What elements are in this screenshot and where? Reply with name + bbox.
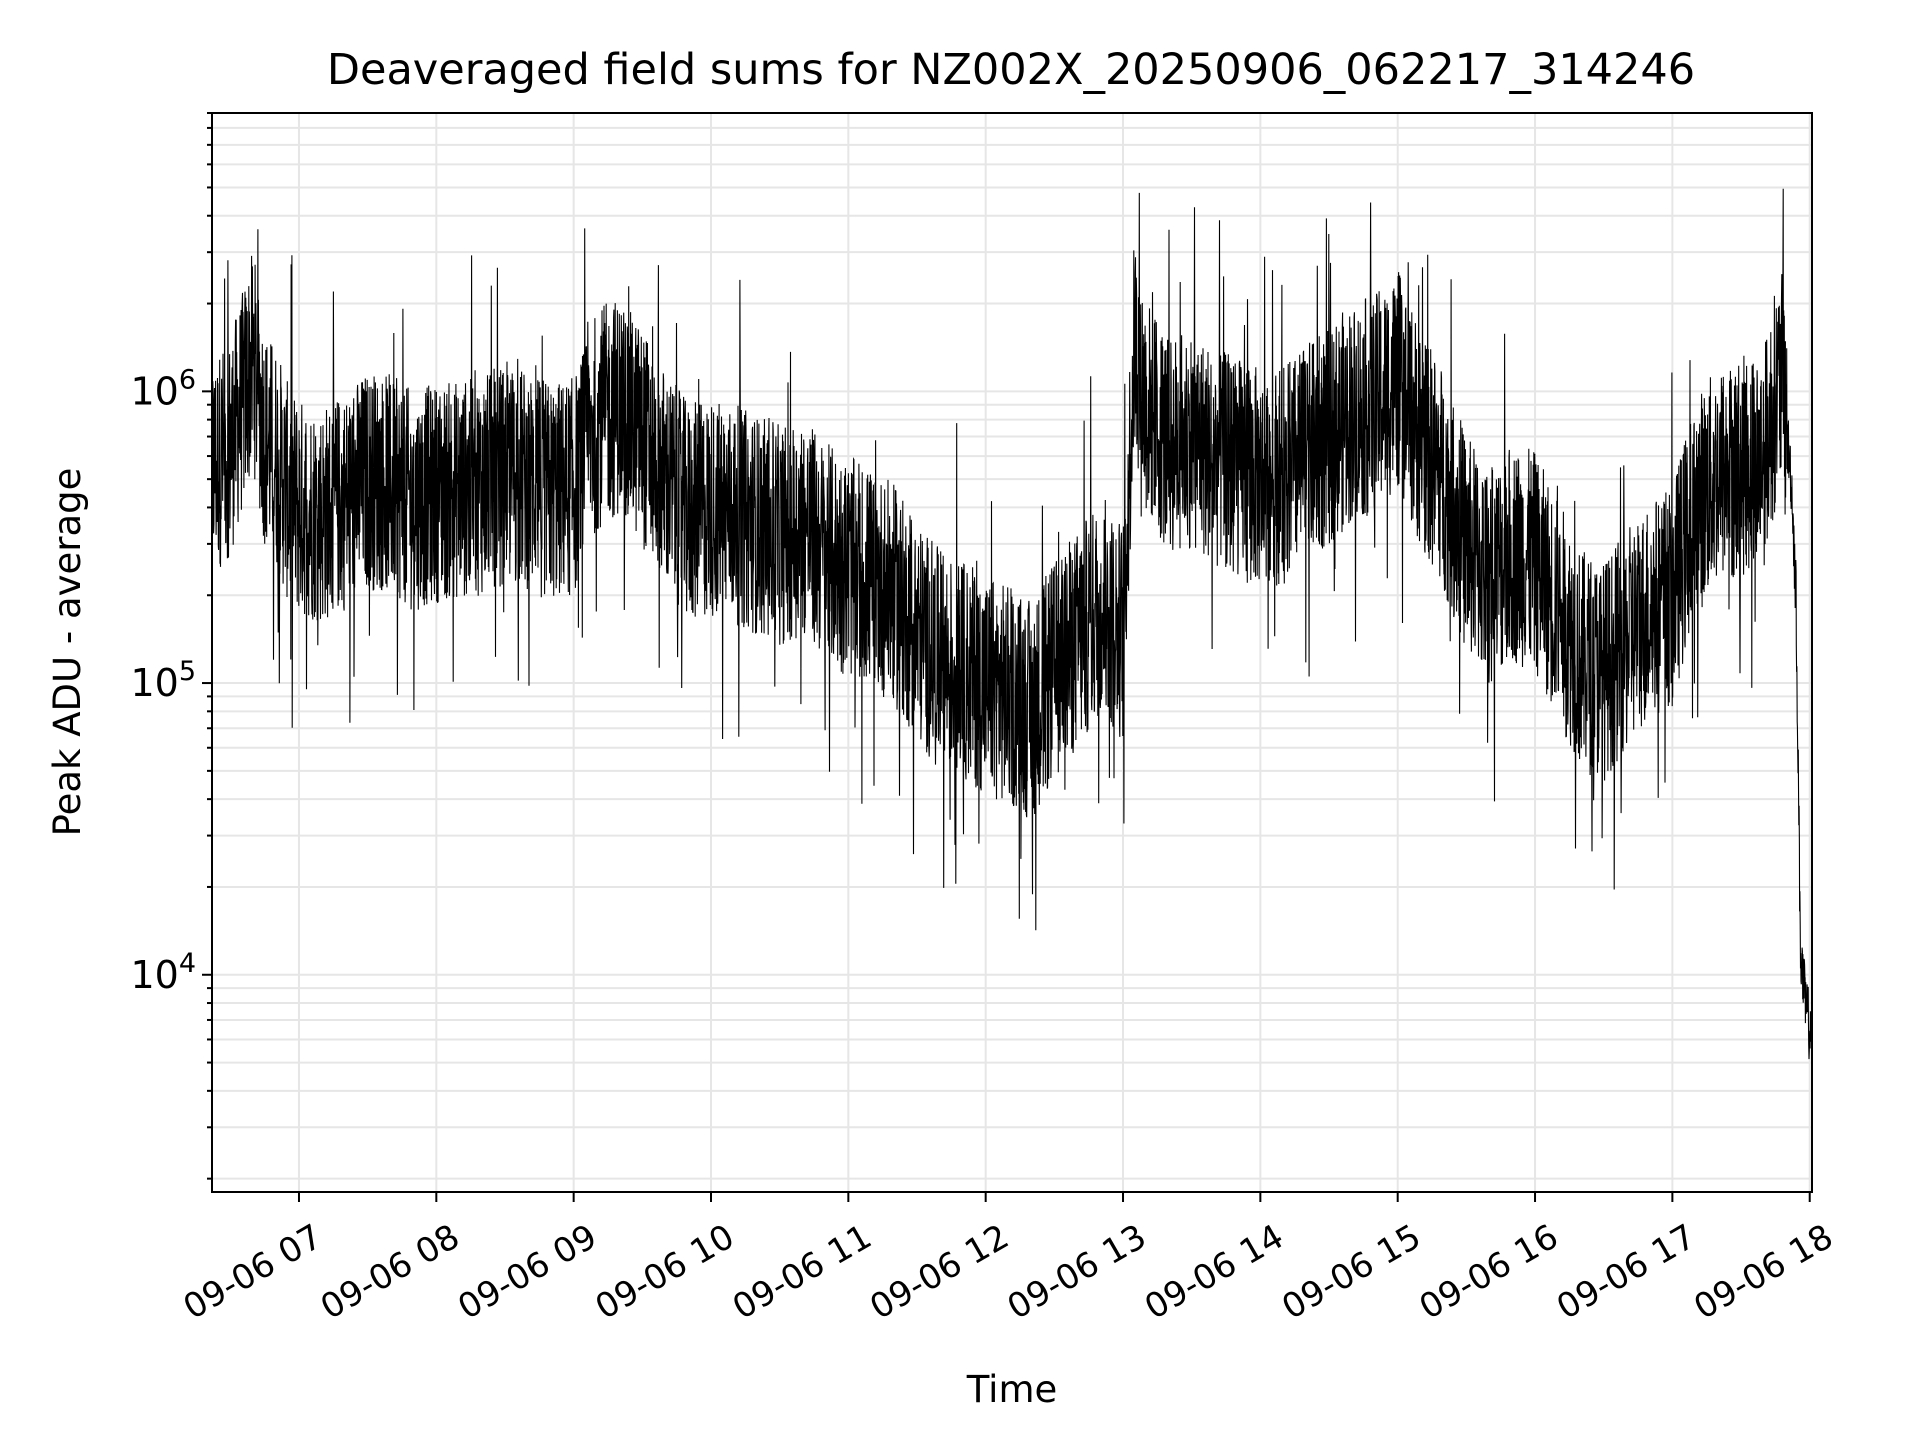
plot-data	[211, 188, 1813, 1060]
y-tick-label: 104	[130, 948, 196, 997]
y-axis-label: Peak ADU - average	[46, 468, 89, 837]
series-line	[211, 188, 1813, 1060]
x-axis-label: Time	[966, 1368, 1058, 1411]
plot-frame	[211, 112, 1813, 1193]
y-tick-label: 105	[130, 656, 196, 705]
chart-title: Deaveraged field sums for NZ002X_2025090…	[327, 45, 1695, 95]
y-tick-label: 106	[130, 364, 196, 413]
